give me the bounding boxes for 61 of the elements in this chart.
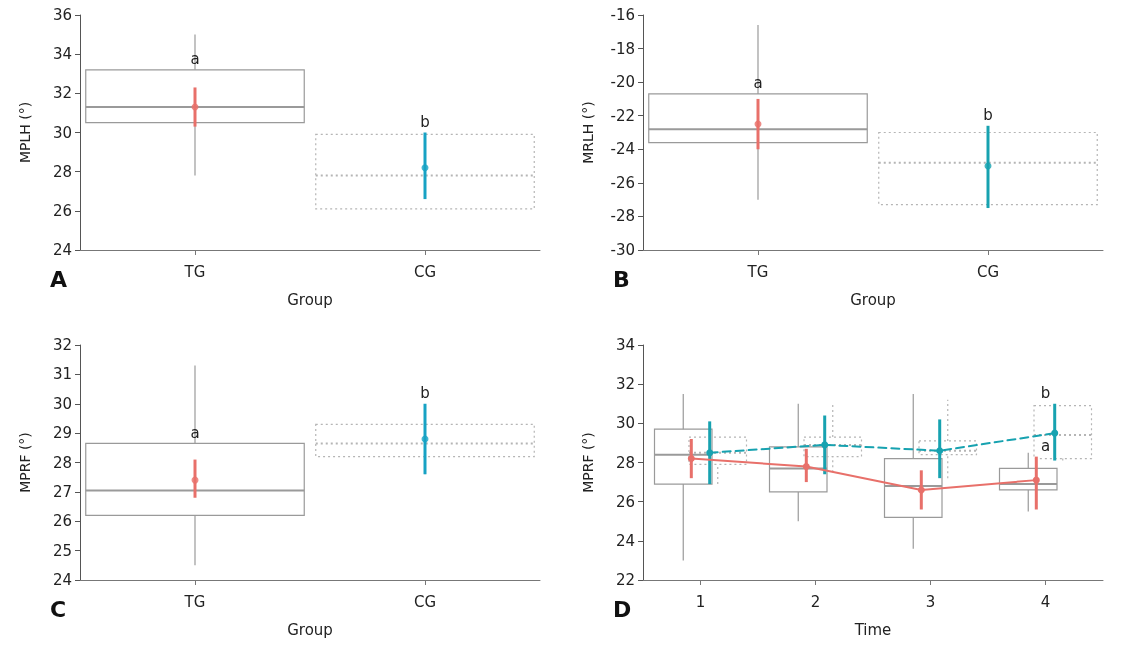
y-tick-label: 32 bbox=[52, 84, 72, 103]
y-tick-label: 32 bbox=[615, 375, 635, 394]
y-tick-label: -20 bbox=[610, 73, 635, 92]
y-tick-label: -30 bbox=[610, 241, 635, 259]
x-axis-title: Time bbox=[853, 620, 892, 639]
y-tick-label: 28 bbox=[615, 453, 635, 472]
x-tick-label: CG bbox=[413, 262, 437, 281]
annotation: b bbox=[420, 384, 430, 403]
x-tick-label: 4 bbox=[1040, 592, 1051, 611]
annotation: a bbox=[190, 423, 200, 442]
y-tick-label: 30 bbox=[52, 123, 72, 142]
y-tick-label: 34 bbox=[52, 45, 72, 64]
annotation: b bbox=[420, 113, 430, 131]
y-tick-label: 36 bbox=[52, 6, 72, 24]
y-tick-label: 34 bbox=[615, 336, 635, 354]
text: D bbox=[613, 596, 632, 622]
y-tick-label: 30 bbox=[52, 394, 72, 413]
y-axis-title: MRLH (°) bbox=[580, 101, 596, 164]
x-axis-title: Group bbox=[287, 620, 333, 639]
y-tick-label: 28 bbox=[52, 453, 72, 472]
y-tick-label: 30 bbox=[615, 414, 635, 433]
y-tick-label: -26 bbox=[610, 173, 635, 192]
y-tick-label: -22 bbox=[610, 106, 635, 125]
annotation: b bbox=[1040, 384, 1051, 403]
x-tick-label: CG bbox=[413, 592, 437, 611]
y-tick-label: -18 bbox=[610, 39, 635, 58]
x-axis-title: Group bbox=[287, 290, 333, 309]
text: B bbox=[613, 266, 630, 292]
y-tick-label: 29 bbox=[52, 424, 72, 443]
y-tick-label: 26 bbox=[52, 512, 72, 531]
annotation: b bbox=[983, 106, 993, 125]
annotation: a bbox=[753, 74, 763, 93]
text: C bbox=[50, 596, 67, 622]
x-tick-label: TG bbox=[183, 262, 206, 281]
annotation: a bbox=[1040, 437, 1051, 456]
y-tick-label: -28 bbox=[610, 207, 635, 226]
y-tick-label: 31 bbox=[52, 365, 72, 384]
y-tick-label: 26 bbox=[615, 492, 635, 511]
y-tick-label: -16 bbox=[610, 6, 635, 24]
y-axis-title: MPRF (°) bbox=[17, 432, 33, 493]
y-tick-label: 27 bbox=[52, 482, 72, 501]
y-tick-label: 28 bbox=[52, 162, 72, 181]
x-tick-label: 1 bbox=[695, 592, 706, 611]
y-tick-label: 24 bbox=[52, 571, 72, 589]
x-tick-label: CG bbox=[976, 262, 1000, 281]
y-tick-label: 32 bbox=[52, 336, 72, 354]
y-axis-title: MPRF (°) bbox=[580, 432, 596, 493]
y-tick-label: 24 bbox=[52, 241, 72, 259]
y-tick-label: 24 bbox=[615, 531, 635, 550]
y-tick-label: 26 bbox=[52, 201, 72, 220]
y-tick-label: 22 bbox=[615, 571, 635, 589]
y-axis-title: MPLH (°) bbox=[17, 101, 33, 164]
x-axis-title: Group bbox=[850, 290, 896, 309]
x-tick-label: 3 bbox=[925, 592, 936, 611]
text: A bbox=[50, 266, 68, 292]
x-tick-label: 2 bbox=[810, 592, 821, 611]
y-tick-label: 25 bbox=[52, 541, 72, 560]
annotation: a bbox=[190, 50, 200, 69]
x-tick-label: TG bbox=[183, 592, 206, 611]
y-tick-label: -24 bbox=[610, 140, 635, 159]
x-tick-label: TG bbox=[746, 262, 769, 281]
